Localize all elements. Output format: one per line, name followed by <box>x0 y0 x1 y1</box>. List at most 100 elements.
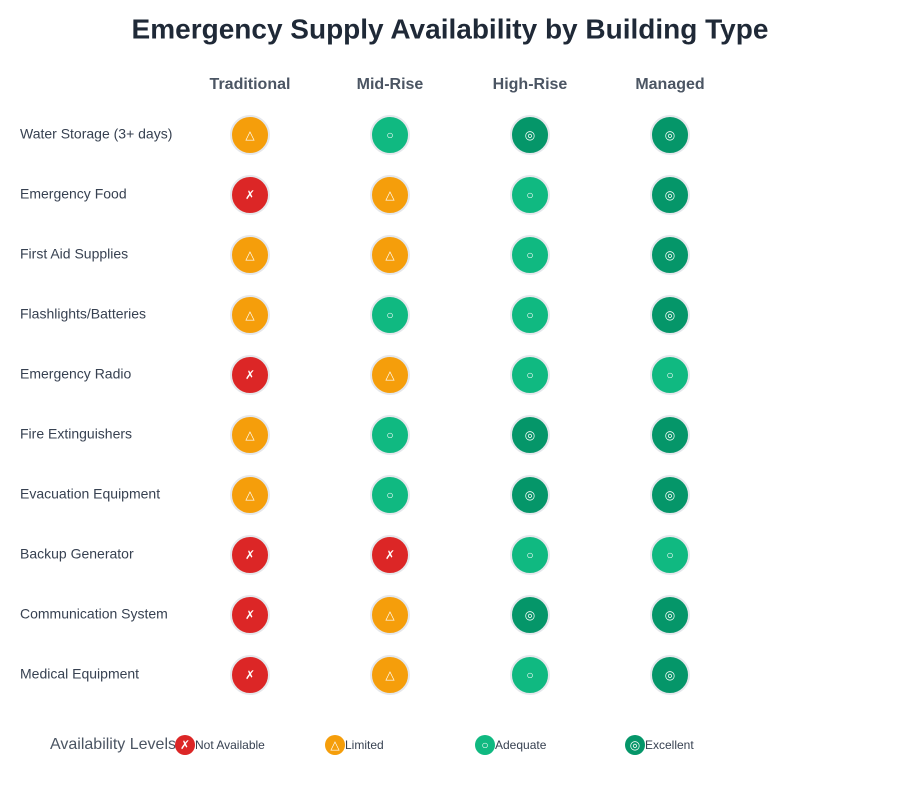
status-badge <box>650 475 690 515</box>
legend-symbol: ○ <box>481 738 488 752</box>
column-header: High-Rise <box>493 76 568 93</box>
status-badge <box>230 655 270 695</box>
legend-label: Adequate <box>495 738 547 752</box>
status-badge <box>650 115 690 155</box>
status-badge <box>230 295 270 335</box>
status-badge <box>510 475 550 515</box>
row-label: Evacuation Equipment <box>20 486 160 502</box>
status-badge <box>650 175 690 215</box>
status-symbol: △ <box>385 668 395 682</box>
legend-badge <box>175 735 195 755</box>
status-symbol: ○ <box>386 428 393 442</box>
legend-symbol: △ <box>330 738 340 752</box>
status-badge <box>230 475 270 515</box>
status-badge <box>370 295 410 335</box>
status-badge <box>510 235 550 275</box>
status-symbol: ○ <box>526 548 533 562</box>
status-badge <box>230 115 270 155</box>
status-symbol: ○ <box>526 248 533 262</box>
status-symbol: ◎ <box>665 188 675 202</box>
row-label: Fire Extinguishers <box>20 426 132 442</box>
status-symbol: ○ <box>526 668 533 682</box>
row-label: Flashlights/Batteries <box>20 306 146 322</box>
status-badge <box>230 355 270 395</box>
status-badge <box>510 655 550 695</box>
status-badge <box>510 115 550 155</box>
status-symbol: ◎ <box>525 488 535 502</box>
title: Emergency Supply Availability by Buildin… <box>132 13 769 44</box>
status-badge <box>510 295 550 335</box>
status-symbol: ○ <box>526 188 533 202</box>
row-label: Emergency Food <box>20 186 127 202</box>
row-label: Medical Equipment <box>20 666 139 682</box>
status-badge <box>230 535 270 575</box>
row-label: First Aid Supplies <box>20 246 128 262</box>
legend-badge <box>625 735 645 755</box>
status-badge <box>650 595 690 635</box>
status-badge <box>510 595 550 635</box>
status-symbol: △ <box>245 428 255 442</box>
status-symbol: △ <box>245 248 255 262</box>
status-badge <box>370 115 410 155</box>
status-symbol: △ <box>245 488 255 502</box>
status-symbol: △ <box>385 368 395 382</box>
status-symbol: ◎ <box>525 128 535 142</box>
status-symbol: ○ <box>386 308 393 322</box>
status-badge <box>370 535 410 575</box>
legend-symbol: ✗ <box>180 738 190 752</box>
row-label: Emergency Radio <box>20 366 131 382</box>
status-badge <box>510 535 550 575</box>
legend-symbol: ◎ <box>630 738 640 752</box>
status-symbol: ○ <box>526 308 533 322</box>
status-badge <box>370 235 410 275</box>
legend-label: Not Available <box>195 738 265 752</box>
status-badge <box>230 415 270 455</box>
status-badge <box>370 595 410 635</box>
status-badge <box>230 235 270 275</box>
status-badge <box>370 355 410 395</box>
row-label: Water Storage (3+ days) <box>20 126 172 142</box>
status-symbol: ○ <box>386 488 393 502</box>
status-badge <box>370 175 410 215</box>
row-label: Communication System <box>20 606 168 622</box>
status-badge <box>650 535 690 575</box>
status-symbol: ○ <box>386 128 393 142</box>
status-symbol: ◎ <box>665 428 675 442</box>
status-symbol: ◎ <box>665 608 675 622</box>
status-badge <box>370 475 410 515</box>
legend-title: Availability Levels <box>50 736 176 753</box>
status-badge <box>230 595 270 635</box>
status-symbol: ◎ <box>665 128 675 142</box>
status-symbol: △ <box>245 308 255 322</box>
column-header: Managed <box>635 76 704 93</box>
status-symbol: ◎ <box>525 608 535 622</box>
status-badge <box>650 295 690 335</box>
legend-label: Excellent <box>645 738 694 752</box>
status-symbol: ○ <box>526 368 533 382</box>
status-symbol: △ <box>385 608 395 622</box>
status-symbol: △ <box>385 188 395 202</box>
status-symbol: △ <box>245 128 255 142</box>
status-badge <box>510 175 550 215</box>
status-symbol: ◎ <box>525 428 535 442</box>
status-badge <box>510 355 550 395</box>
status-symbol: ✗ <box>245 188 255 202</box>
status-badge <box>230 175 270 215</box>
column-header: Traditional <box>210 76 291 93</box>
status-symbol: ✗ <box>245 668 255 682</box>
status-symbol: ○ <box>666 368 673 382</box>
status-symbol: ✗ <box>245 608 255 622</box>
status-badge <box>650 655 690 695</box>
status-symbol: ✗ <box>245 368 255 382</box>
status-symbol: △ <box>385 248 395 262</box>
status-symbol: ◎ <box>665 668 675 682</box>
legend-badge <box>475 735 495 755</box>
status-symbol: ✗ <box>245 548 255 562</box>
status-badge <box>370 655 410 695</box>
status-badge <box>510 415 550 455</box>
status-symbol: ◎ <box>665 248 675 262</box>
column-header: Mid-Rise <box>357 76 424 93</box>
status-badge <box>650 235 690 275</box>
status-badge <box>650 415 690 455</box>
